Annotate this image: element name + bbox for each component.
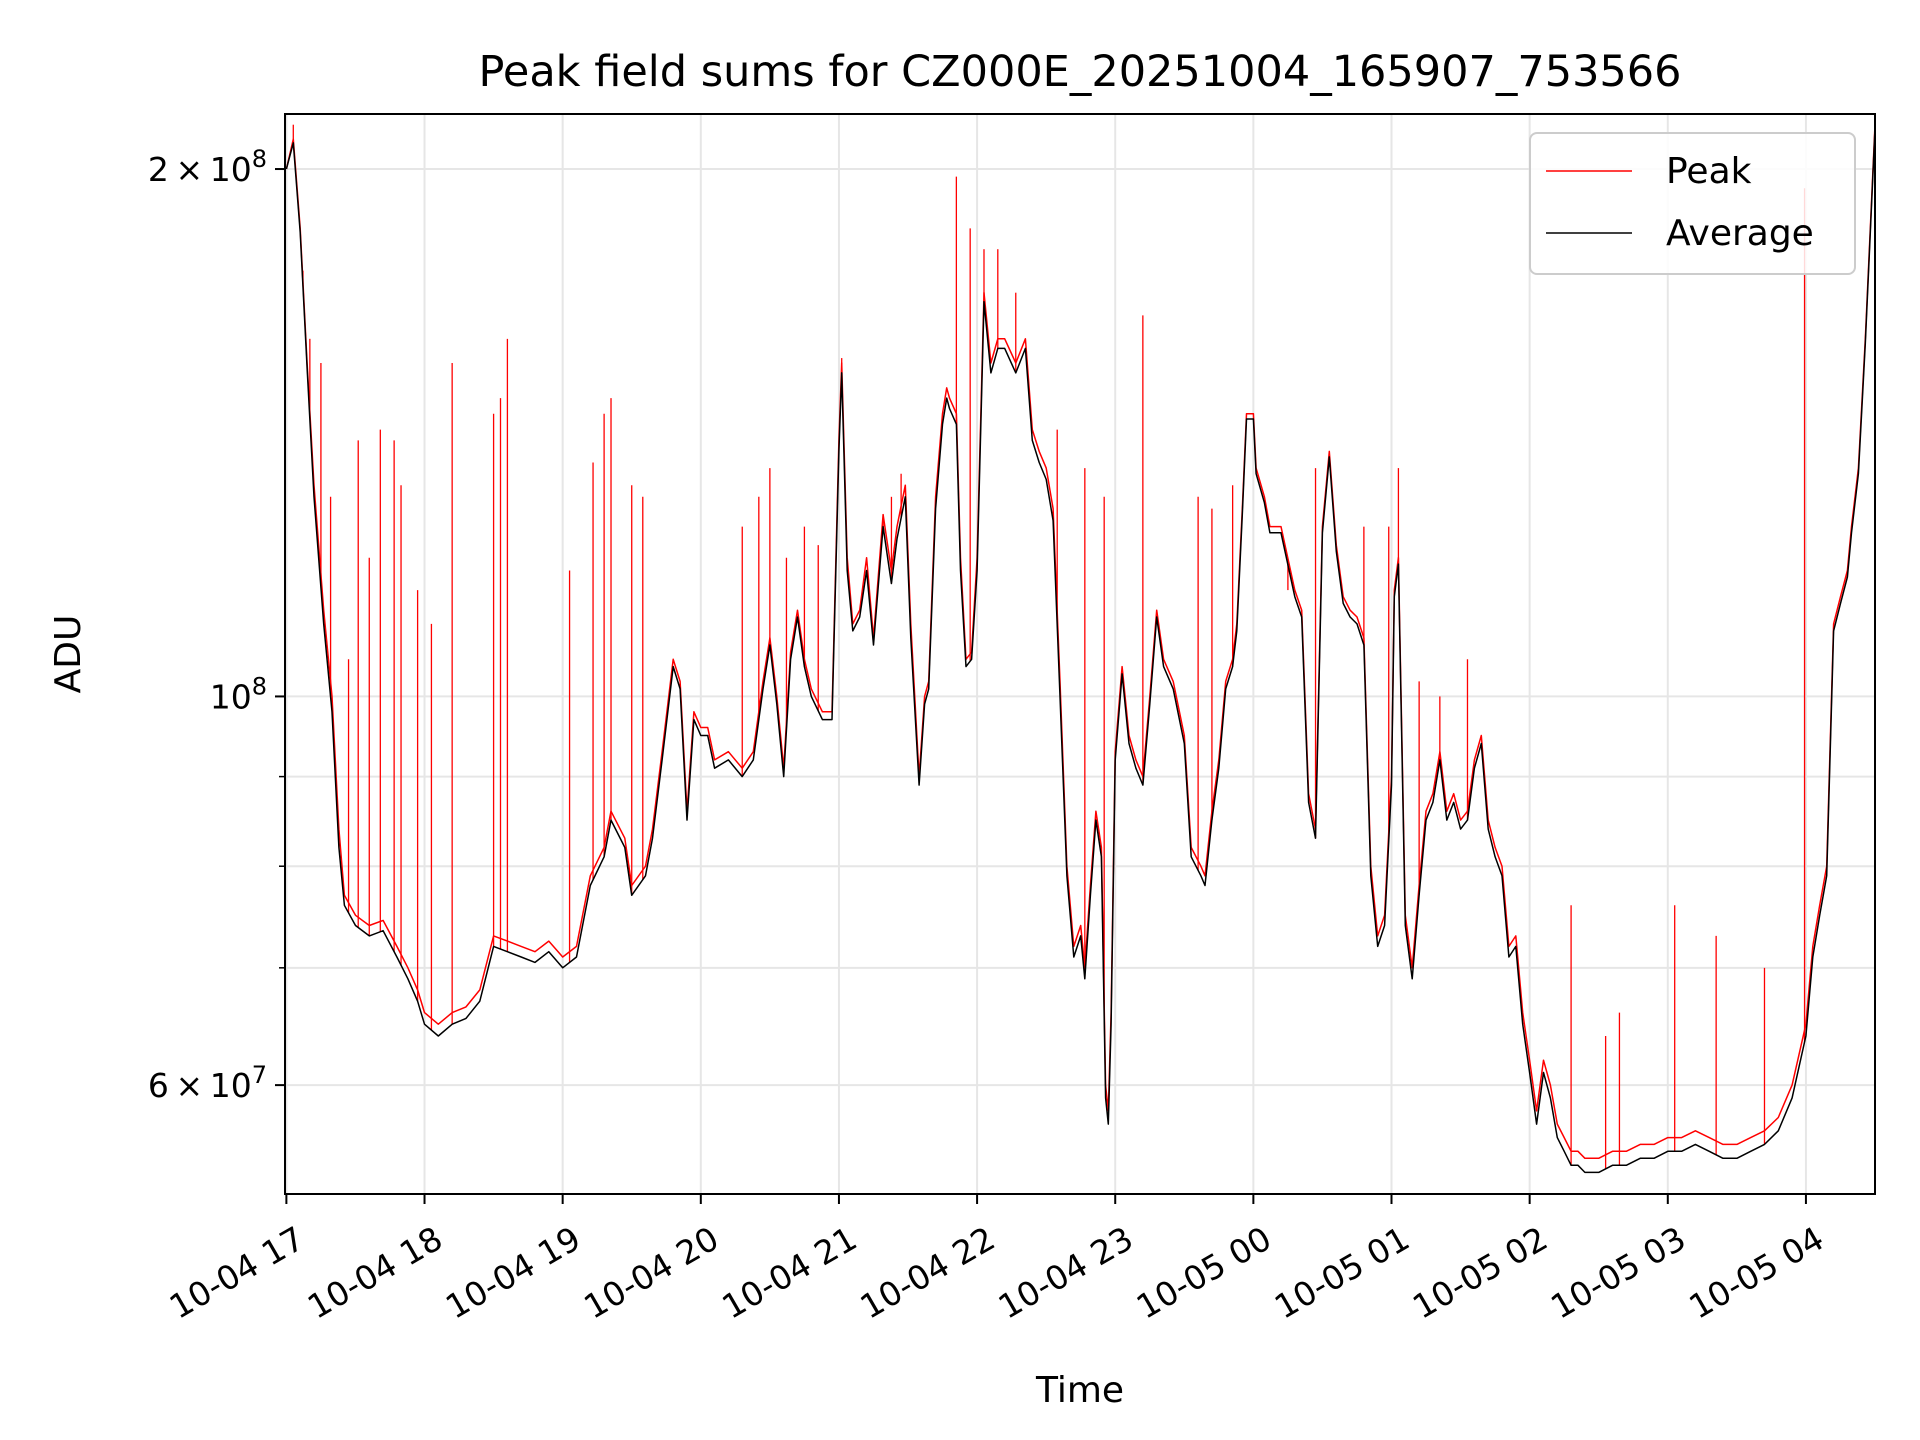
series-layer [285, 124, 1875, 1174]
y-axis: 6 × 107 108 2 × 108 [148, 145, 285, 1105]
legend: Peak Average [1529, 132, 1856, 275]
y-tick-label: 108 [210, 672, 267, 716]
plot-frame [284, 113, 1876, 1195]
y-tick-label: 6 × 107 [148, 1061, 267, 1105]
grid-layer [285, 114, 1875, 1194]
y-axis-label: ADU [48, 615, 89, 694]
legend-box [1529, 132, 1856, 275]
series-line-average [285, 128, 1875, 1174]
legend-label-peak: Peak [1666, 151, 1752, 192]
chart-title: Peak field sums for CZ000E_20251004_1659… [478, 47, 1681, 97]
x-axis-label: Time [1035, 1370, 1124, 1411]
y-tick-label: 2 × 108 [148, 145, 267, 189]
legend-label-average: Average [1666, 213, 1814, 254]
